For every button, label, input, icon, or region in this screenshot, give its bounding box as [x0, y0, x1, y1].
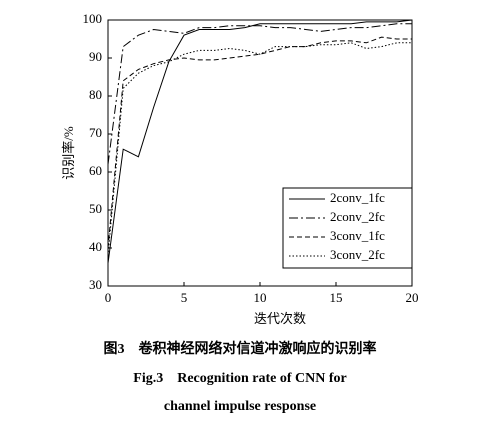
legend-label: 3conv_2fc — [330, 247, 385, 262]
caption: channel impulse response — [164, 399, 316, 414]
x-tick-label: 15 — [330, 290, 343, 305]
y-tick-label: 40 — [89, 239, 102, 254]
legend-label: 2conv_2fc — [330, 209, 385, 224]
legend-box — [282, 187, 413, 269]
y-tick-label: 70 — [89, 125, 102, 140]
y-axis-label: 识别率/% — [61, 126, 76, 180]
legend-label: 2conv_1fc — [330, 190, 385, 205]
y-tick-label: 90 — [89, 49, 102, 64]
x-tick-label: 5 — [181, 290, 188, 305]
x-axis-label: 迭代次数 — [254, 311, 306, 326]
y-tick-label: 60 — [89, 163, 102, 178]
series-line — [107, 19, 413, 264]
series-line — [107, 23, 412, 165]
x-tick-label: 20 — [406, 290, 419, 305]
y-tick-label: 80 — [89, 87, 102, 102]
y-tick-label: 50 — [89, 201, 102, 216]
y-tick-label: 100 — [83, 11, 103, 26]
x-tick-label: 10 — [254, 290, 267, 305]
legend-label: 3conv_1fc — [330, 228, 385, 243]
x-tick-label: 0 — [105, 290, 112, 305]
y-tick-label: 30 — [89, 277, 102, 292]
caption: Fig.3 Recognition rate of CNN for — [133, 371, 346, 386]
series-line — [107, 42, 412, 256]
series-line — [107, 36, 412, 249]
caption: 图3 卷积神经网络对信道冲激响应的识别率 — [104, 340, 377, 357]
